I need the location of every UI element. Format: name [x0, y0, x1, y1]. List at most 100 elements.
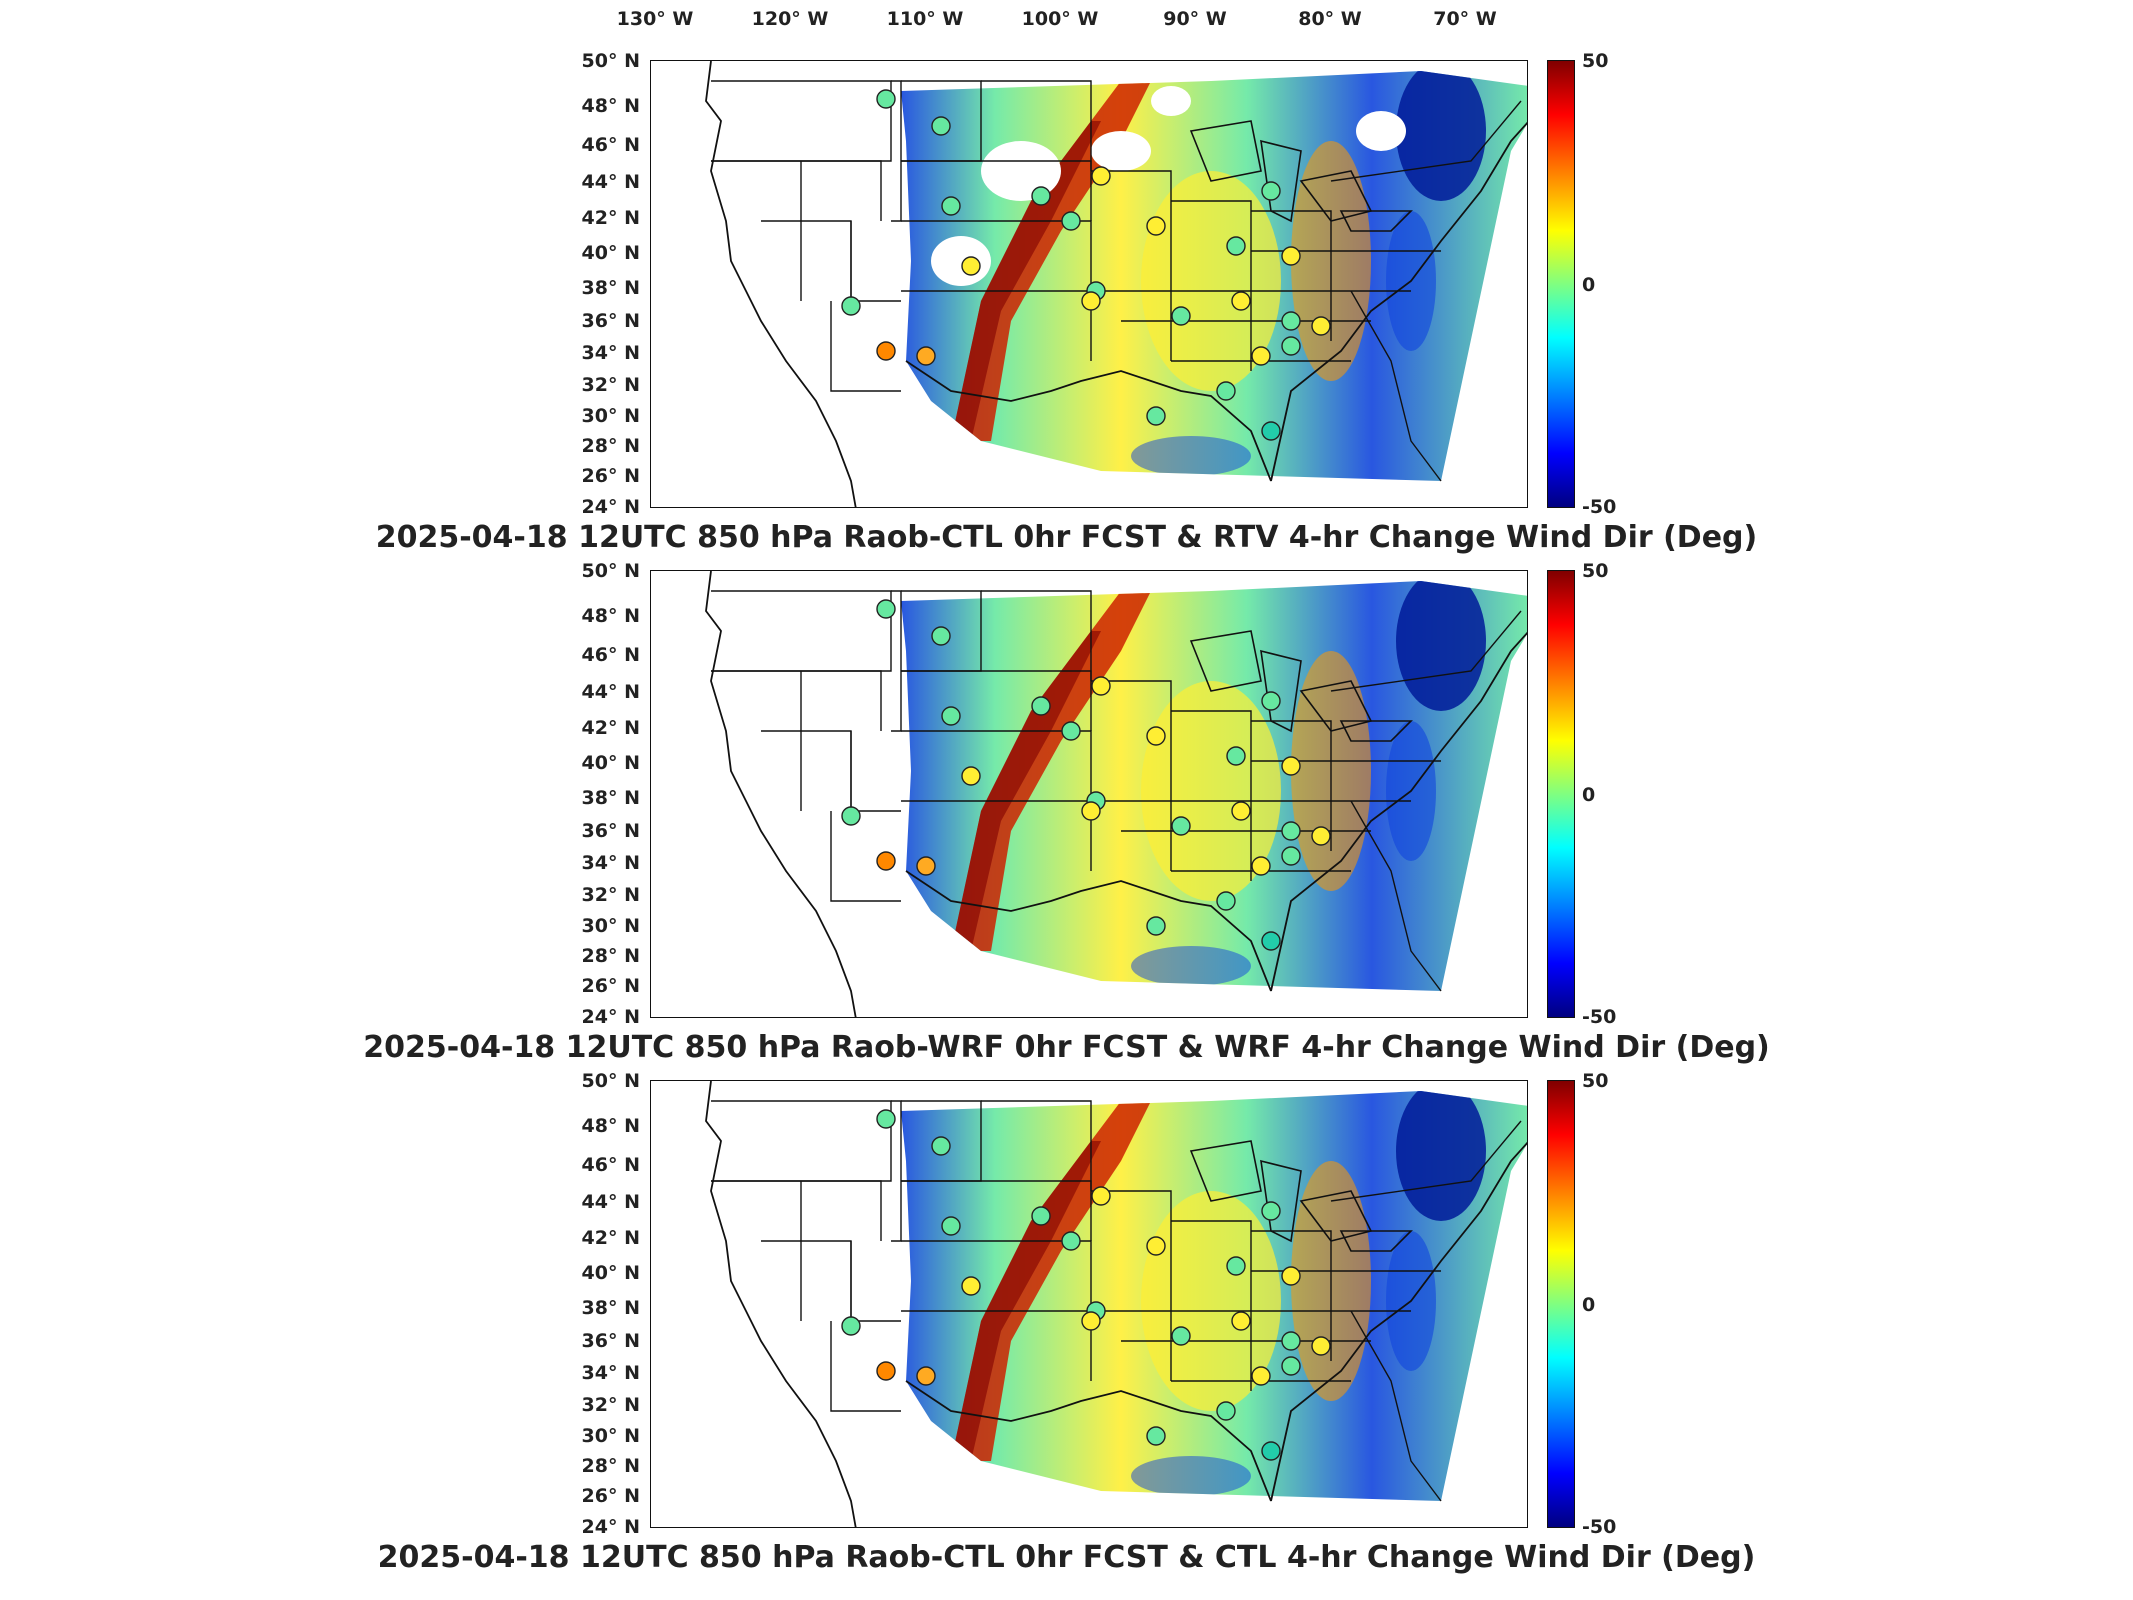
lat-tick: 30° N	[581, 1425, 640, 1447]
station-marker	[876, 89, 896, 109]
lat-tick: 40° N	[581, 752, 640, 774]
station-marker	[1091, 166, 1111, 186]
station-marker	[1031, 186, 1051, 206]
station-marker	[961, 766, 981, 786]
colorbar-min-label: -50	[1582, 1516, 1617, 1538]
lat-tick: 28° N	[581, 1455, 640, 1477]
station-marker	[1031, 1206, 1051, 1226]
station-marker	[1261, 691, 1281, 711]
station-marker	[1281, 246, 1301, 266]
lat-tick: 44° N	[581, 1191, 640, 1213]
lat-tick: 36° N	[581, 820, 640, 842]
lon-tick: 70° W	[1433, 8, 1497, 30]
lat-tick: 38° N	[581, 787, 640, 809]
station-marker	[841, 806, 861, 826]
longitude-axis: 130° W 120° W 110° W 100° W 90° W 80° W …	[0, 0, 2133, 40]
lat-tick: 34° N	[581, 1362, 640, 1384]
lat-tick: 36° N	[581, 310, 640, 332]
station-marker	[1281, 336, 1301, 356]
lat-tick: 40° N	[581, 242, 640, 264]
station-marker	[876, 1361, 896, 1381]
station-marker	[1231, 291, 1251, 311]
colorbar	[1547, 570, 1575, 1018]
lat-tick: 32° N	[581, 884, 640, 906]
lat-tick: 48° N	[581, 1115, 640, 1137]
colorbar	[1547, 1080, 1575, 1528]
lat-tick: 30° N	[581, 405, 640, 427]
station-marker	[916, 856, 936, 876]
map-panel-ctl: 50° N 48° N 46° N 44° N 42° N 40° N 38° …	[0, 1020, 2133, 1600]
station-marker	[1081, 291, 1101, 311]
map-panel-wrf: 50° N 48° N 46° N 44° N 42° N 40° N 38° …	[0, 510, 2133, 1070]
station-marker	[1281, 311, 1301, 331]
station-marker	[1261, 931, 1281, 951]
station-marker	[931, 626, 951, 646]
lon-tick: 110° W	[886, 8, 964, 30]
station-marker	[1081, 801, 1101, 821]
station-marker	[1146, 1236, 1166, 1256]
panel-title: 2025-04-18 12UTC 850 hPa Raob-WRF 0hr FC…	[363, 1030, 1770, 1065]
station-marker	[1251, 856, 1271, 876]
panel-title: 2025-04-18 12UTC 850 hPa Raob-CTL 0hr FC…	[377, 1540, 1756, 1575]
station-marker	[1281, 756, 1301, 776]
station-marker	[1216, 381, 1236, 401]
station-marker	[1146, 726, 1166, 746]
station-marker	[841, 1316, 861, 1336]
station-marker	[876, 1109, 896, 1129]
station-marker	[931, 116, 951, 136]
station-marker	[1281, 1331, 1301, 1351]
station-marker	[1231, 1311, 1251, 1331]
station-marker	[1031, 696, 1051, 716]
station-marker	[1281, 846, 1301, 866]
station-marker	[1261, 181, 1281, 201]
lat-tick: 34° N	[581, 852, 640, 874]
station-marker	[1311, 826, 1331, 846]
station-marker	[1216, 891, 1236, 911]
lat-tick: 32° N	[581, 374, 640, 396]
station-marker	[1281, 1266, 1301, 1286]
lat-tick: 26° N	[581, 1485, 640, 1507]
station-marker	[1311, 1336, 1331, 1356]
station-marker	[1146, 1426, 1166, 1446]
station-marker	[1311, 316, 1331, 336]
station-marker	[1261, 1441, 1281, 1461]
panel-title: 2025-04-18 12UTC 850 hPa Raob-CTL 0hr FC…	[375, 520, 1758, 555]
map-frame	[650, 60, 1528, 508]
station-marker	[961, 256, 981, 276]
station-marker	[916, 1366, 936, 1386]
colorbar	[1547, 60, 1575, 508]
lat-tick: 46° N	[581, 134, 640, 156]
lat-tick: 36° N	[581, 1330, 640, 1352]
lat-tick: 30° N	[581, 915, 640, 937]
station-marker	[1231, 801, 1251, 821]
lon-tick: 80° W	[1298, 8, 1362, 30]
station-marker	[1061, 721, 1081, 741]
lat-tick: 38° N	[581, 277, 640, 299]
lon-tick: 130° W	[616, 8, 694, 30]
colorbar-max-label: 50	[1582, 560, 1609, 582]
station-marker	[1171, 1326, 1191, 1346]
station-marker	[1061, 211, 1081, 231]
station-marker	[941, 706, 961, 726]
station-marker	[1226, 1256, 1246, 1276]
lat-tick: 34° N	[581, 342, 640, 364]
colorbar-mid-label: 0	[1582, 1294, 1596, 1316]
station-marker	[1146, 216, 1166, 236]
lat-tick: 46° N	[581, 1154, 640, 1176]
station-marker	[1216, 1401, 1236, 1421]
lon-tick: 90° W	[1163, 8, 1227, 30]
lat-tick: 50° N	[581, 50, 640, 72]
map-panel-rtv: 50° N 48° N 46° N 44° N 42° N 40° N 38° …	[0, 0, 2133, 560]
station-marker	[876, 851, 896, 871]
colorbar-max-label: 50	[1582, 1070, 1609, 1092]
station-marker	[1226, 236, 1246, 256]
station-marker	[1091, 676, 1111, 696]
station-marker	[1281, 1356, 1301, 1376]
lat-tick: 28° N	[581, 435, 640, 457]
station-marker	[1061, 1231, 1081, 1251]
lat-tick: 38° N	[581, 1297, 640, 1319]
lat-tick: 24° N	[581, 1516, 640, 1538]
lat-tick: 44° N	[581, 171, 640, 193]
station-marker	[1251, 1366, 1271, 1386]
station-marker	[841, 296, 861, 316]
